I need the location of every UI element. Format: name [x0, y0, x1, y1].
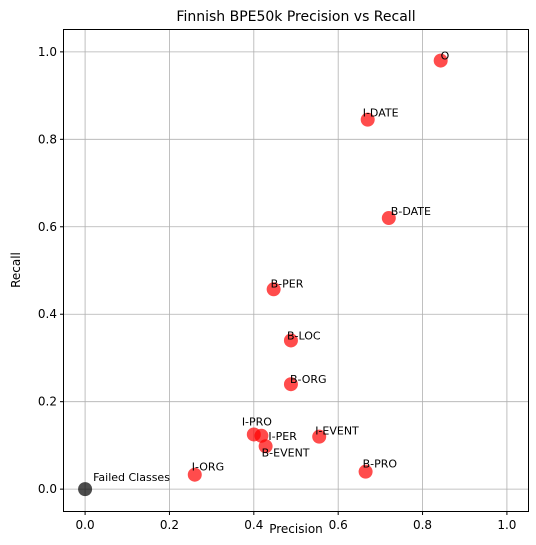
point-label-i-event: I-EVENT [315, 425, 359, 438]
data-point-b-event [258, 439, 273, 454]
axis-ticks: 0.0 0.2 0.4 0.6 0.8 1.0 0.0 0.2 0.4 0.6 0.8 1.0 [38, 45, 517, 532]
data-point-b-org [283, 377, 298, 392]
data-point-b-pro [358, 464, 373, 479]
data-point-i-event [312, 429, 327, 444]
point-label-b-date: B-DATE [391, 205, 431, 218]
point-label-b-loc: B-LOC [287, 329, 321, 342]
data-point-b-per [266, 282, 281, 297]
grid-lines [64, 30, 528, 511]
x-tick-label: 0.4 [244, 518, 263, 532]
data-point-b-loc [283, 333, 298, 348]
y-axis-label: Recall [9, 252, 23, 288]
point-label-b-event: B-EVENT [262, 446, 310, 459]
point-label-b-per: B-PER [271, 277, 304, 290]
y-tick-label: 0.6 [38, 220, 57, 234]
point-labels: O I-DATE B-DATE B-PER B-LOC B-ORG I-PRO I-PER B-… [93, 50, 450, 485]
point-label-failed-classes: Failed Classes [93, 471, 170, 484]
x-tick-label: 0.6 [329, 518, 348, 532]
x-axis-label: Precision [269, 522, 323, 536]
data-point-i-per [254, 428, 269, 443]
data-point-b-date [381, 211, 396, 226]
data-point-i-org [187, 467, 202, 482]
y-tick-label: 0.0 [38, 482, 57, 496]
y-tick-label: 0.2 [38, 395, 57, 409]
y-tick-label: 0.4 [38, 307, 57, 321]
point-label-b-org: B-ORG [290, 373, 327, 386]
data-points [78, 53, 448, 497]
x-tick-label: 0.0 [76, 518, 95, 532]
data-point-i-date [360, 112, 375, 127]
y-tick-label: 1.0 [38, 45, 57, 59]
data-point-o [433, 53, 448, 68]
x-tick-label: 0.8 [413, 518, 432, 532]
y-tick-label: 0.8 [38, 132, 57, 146]
point-label-o: O [441, 50, 450, 63]
x-tick-label: 0.2 [160, 518, 179, 532]
point-label-i-per: I-PER [268, 430, 297, 443]
point-label-b-pro: B-PRO [363, 458, 398, 471]
plot-frame [63, 29, 529, 512]
chart-title: Finnish BPE50k Precision vs Recall [176, 9, 415, 25]
point-label-i-date: I-DATE [363, 107, 399, 120]
data-point-failed-classes [78, 482, 93, 497]
x-tick-label: 1.0 [497, 518, 516, 532]
point-label-i-org: I-ORG [192, 461, 224, 474]
point-label-i-pro: I-PRO [242, 415, 272, 428]
